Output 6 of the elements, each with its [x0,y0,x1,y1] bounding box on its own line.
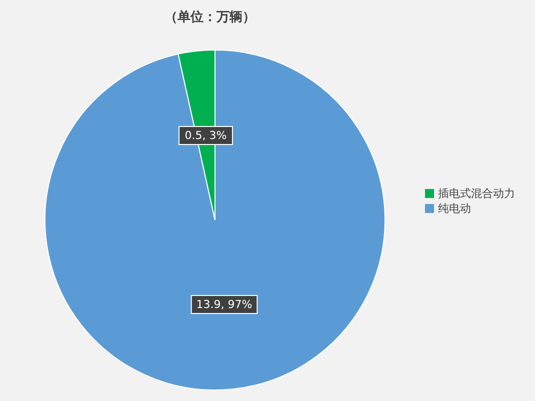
legend-label: 插电式混合动力 [438,186,515,200]
data-label: 13.9, 97% [196,298,252,311]
pie-slice [44,50,386,390]
data-label: 0.5, 3% [184,129,227,142]
chart-title: （单位：万辆） [164,9,256,26]
legend-label: 纯电动 [438,202,471,214]
